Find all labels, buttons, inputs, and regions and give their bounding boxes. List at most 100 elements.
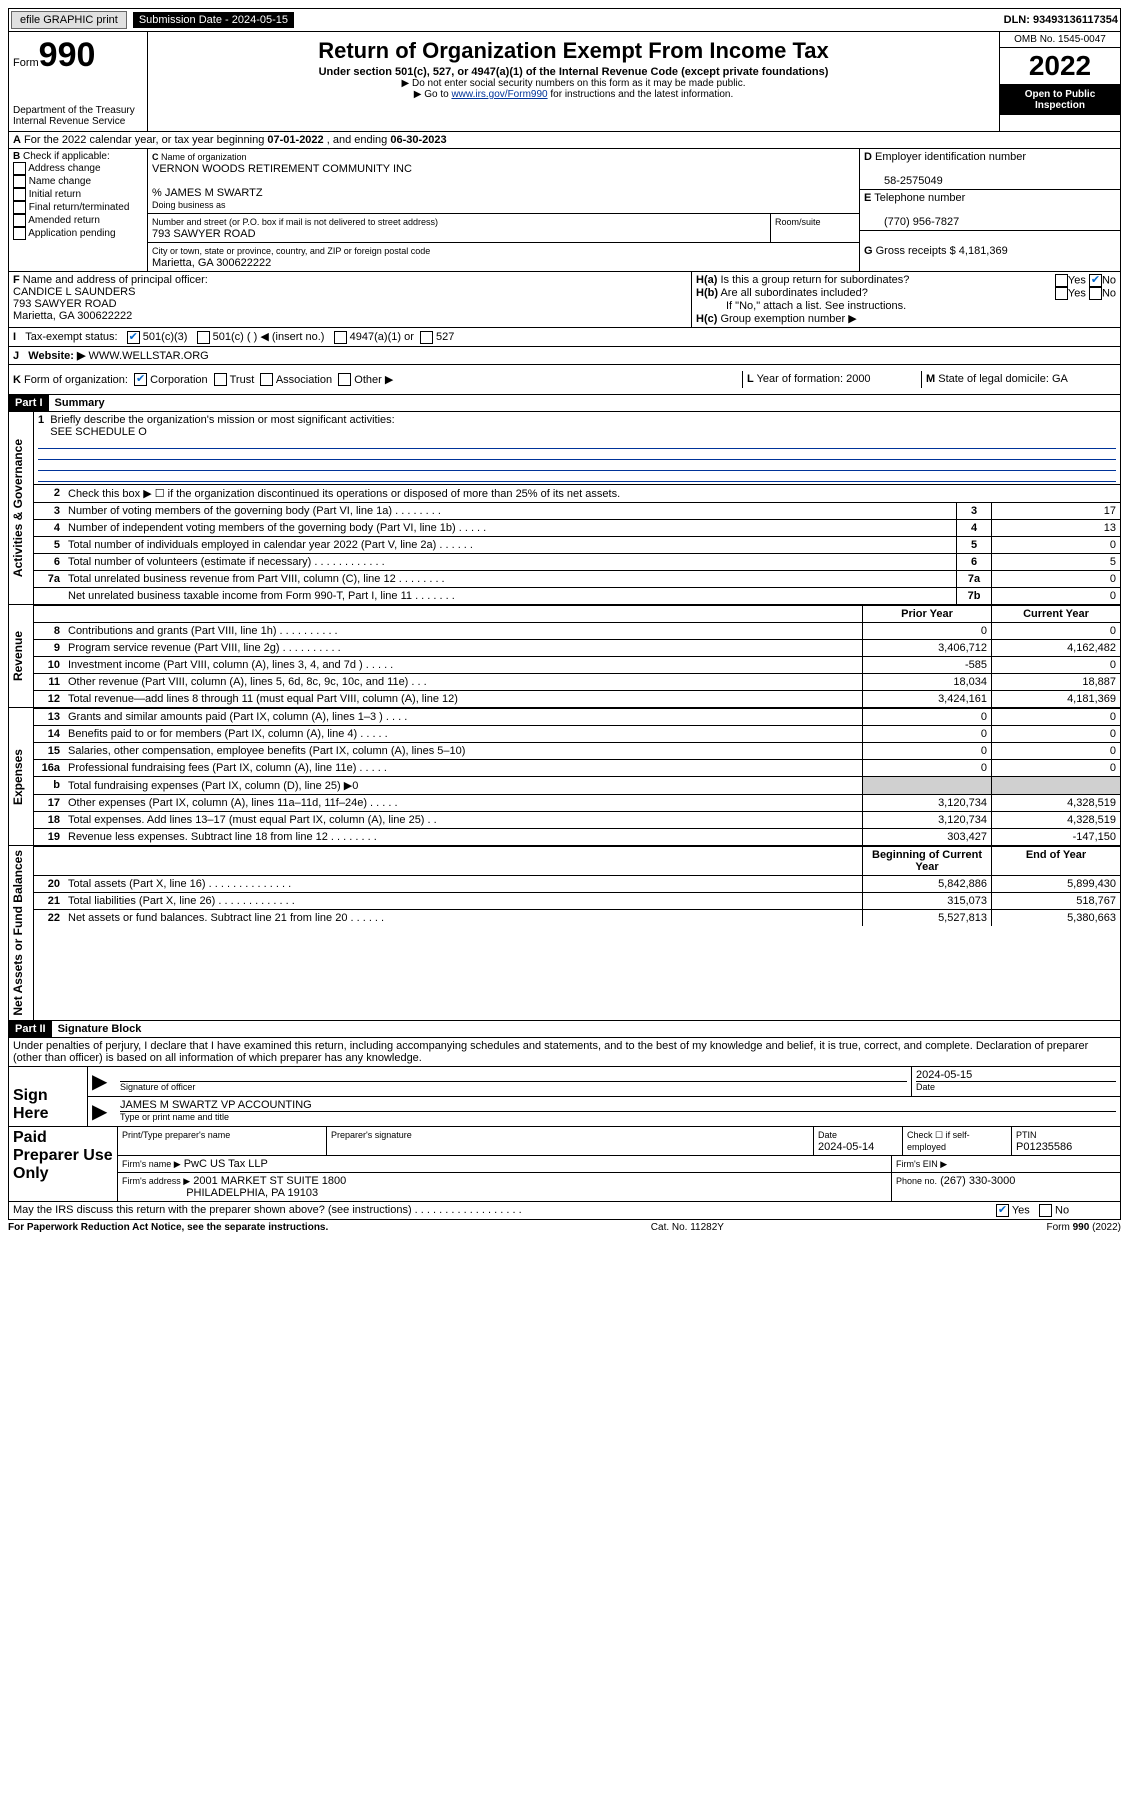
checkbox-527[interactable] xyxy=(420,331,433,344)
line-num: 18 xyxy=(34,812,64,829)
city-state-zip: Marietta, GA 300622222 xyxy=(152,257,271,269)
checkbox-ha-no[interactable] xyxy=(1089,274,1102,287)
current-val: 0 xyxy=(992,657,1121,674)
checkbox-4947[interactable] xyxy=(334,331,347,344)
line-num: 15 xyxy=(34,743,64,760)
prior-val: 0 xyxy=(863,760,992,777)
tax-year: 2022 xyxy=(1000,48,1120,85)
period-row: A For the 2022 calendar year, or tax yea… xyxy=(9,132,1120,148)
irs-link[interactable]: www.irs.gov/Form990 xyxy=(451,89,547,100)
line-box: 3 xyxy=(957,503,992,520)
tax-exempt-label: Tax-exempt status: xyxy=(25,331,117,343)
checkbox-amended[interactable] xyxy=(13,214,26,227)
arrow-icon: ▶ xyxy=(88,1067,116,1096)
section-c: C Name of organization VERNON WOODS RETI… xyxy=(148,149,860,271)
checkbox-ha-yes[interactable] xyxy=(1055,274,1068,287)
line-num: 14 xyxy=(34,726,64,743)
checkbox-address-change[interactable] xyxy=(13,162,26,175)
current-val: 4,328,519 xyxy=(992,812,1121,829)
line-val: 13 xyxy=(992,520,1121,537)
current-val: -147,150 xyxy=(992,829,1121,846)
opt-501c: 501(c) ( ) ◀ (insert no.) xyxy=(213,331,325,343)
form-subtitle: Under section 501(c), 527, or 4947(a)(1)… xyxy=(152,66,995,78)
checkbox-discuss-no[interactable] xyxy=(1039,1204,1052,1217)
section-m: M State of legal domicile: GA xyxy=(922,371,1120,389)
line-text: Total revenue—add lines 8 through 11 (mu… xyxy=(64,691,863,708)
line-num: 9 xyxy=(34,640,64,657)
line-num xyxy=(34,588,64,605)
phone-label: Telephone number xyxy=(874,192,965,204)
omb-number: OMB No. 1545-0047 xyxy=(1000,32,1120,48)
checkbox-other[interactable] xyxy=(338,373,351,386)
period-end: 06-30-2023 xyxy=(390,134,446,146)
line-text: Total expenses. Add lines 13–17 (must eq… xyxy=(64,812,863,829)
dept-treasury: Department of the Treasury xyxy=(13,105,143,116)
checkbox-hb-no[interactable] xyxy=(1089,287,1102,300)
checkbox-assoc[interactable] xyxy=(260,373,273,386)
line-text: Grants and similar amounts paid (Part IX… xyxy=(64,709,863,726)
checkbox-trust[interactable] xyxy=(214,373,227,386)
prior-val: 0 xyxy=(863,623,992,640)
ptin-label: PTIN xyxy=(1016,1130,1037,1140)
sig-date-value: 2024-05-15 xyxy=(916,1069,972,1081)
opt-527: 527 xyxy=(436,331,454,343)
side-net-label: Net Assets or Fund Balances xyxy=(9,846,27,1020)
hb-note: If "No," attach a list. See instructions… xyxy=(696,300,1116,312)
col-current: Current Year xyxy=(992,606,1121,623)
checkbox-discuss-yes[interactable] xyxy=(996,1204,1009,1217)
eoy-val: 5,899,430 xyxy=(992,876,1121,893)
part2-header: Part II xyxy=(9,1021,52,1037)
line-text: Other revenue (Part VIII, column (A), li… xyxy=(64,674,863,691)
side-exp: Expenses xyxy=(9,708,34,845)
opt-trust: Trust xyxy=(230,374,255,386)
checkbox-501c3[interactable] xyxy=(127,331,140,344)
prior-val: 3,424,161 xyxy=(863,691,992,708)
domicile-value: GA xyxy=(1052,373,1068,385)
part2-title: Signature Block xyxy=(52,1021,148,1037)
checkbox-name-change[interactable] xyxy=(13,175,26,188)
mission-line xyxy=(38,438,1116,449)
opt-initial-return: Initial return xyxy=(29,189,81,200)
submission-date: Submission Date - 2024-05-15 xyxy=(133,12,294,28)
paid-preparer: Paid Preparer Use Only xyxy=(9,1127,118,1201)
sig-date-label: Date xyxy=(916,1081,1116,1092)
yof-value: 2000 xyxy=(846,373,870,385)
line-text: Program service revenue (Part VIII, line… xyxy=(64,640,863,657)
efile-print-button[interactable]: efile GRAPHIC print xyxy=(11,11,127,29)
line-box: 7a xyxy=(957,571,992,588)
checkbox-final-return[interactable] xyxy=(13,201,26,214)
opt-corp: Corporation xyxy=(150,374,207,386)
line-box: 4 xyxy=(957,520,992,537)
firm-addr2: PHILADELPHIA, PA 19103 xyxy=(186,1187,318,1199)
line-num: 20 xyxy=(34,876,64,893)
ptin-value: P01235586 xyxy=(1016,1141,1072,1153)
officer-printed-name: JAMES M SWARTZ VP ACCOUNTING xyxy=(120,1099,312,1111)
checkbox-501c[interactable] xyxy=(197,331,210,344)
footer-left: For Paperwork Reduction Act Notice, see … xyxy=(8,1222,328,1233)
firm-name-label: Firm's name ▶ xyxy=(122,1159,181,1169)
line-val: 0 xyxy=(992,588,1121,605)
website-value: WWW.WELLSTAR.ORG xyxy=(89,350,209,362)
prep-date-label: Date xyxy=(818,1130,837,1140)
side-net: Net Assets or Fund Balances xyxy=(9,846,34,1020)
line-box: 7b xyxy=(957,588,992,605)
ein-value: 58-2575049 xyxy=(864,175,943,187)
checkbox-hb-yes[interactable] xyxy=(1055,287,1068,300)
section-j: J Website: ▶ WWW.WELLSTAR.ORG xyxy=(9,347,1120,364)
mission-line xyxy=(38,471,1116,482)
checkbox-corp[interactable] xyxy=(134,373,147,386)
dln: DLN: 93493136117354 xyxy=(1004,14,1118,26)
form-label: Form xyxy=(13,57,39,69)
checkbox-app-pending[interactable] xyxy=(13,227,26,240)
line-text: Number of independent voting members of … xyxy=(64,520,957,537)
hc-label: Group exemption number ▶ xyxy=(720,313,856,325)
line-num: 7a xyxy=(34,571,64,588)
current-val: 0 xyxy=(992,760,1121,777)
current-val: 0 xyxy=(992,623,1121,640)
opt-assoc: Association xyxy=(276,374,332,386)
gross-label: Gross receipts $ xyxy=(876,245,956,257)
form-number: 990 xyxy=(39,36,96,74)
line-num: 3 xyxy=(34,503,64,520)
checkbox-initial-return[interactable] xyxy=(13,188,26,201)
firm-addr1: 2001 MARKET ST SUITE 1800 xyxy=(193,1175,346,1187)
